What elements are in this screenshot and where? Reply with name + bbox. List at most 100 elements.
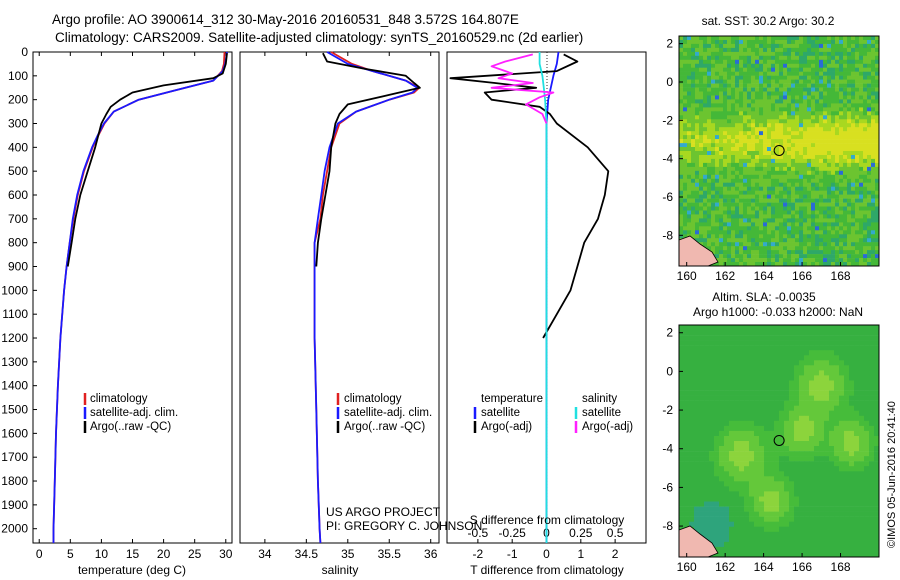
sst-cell: [715, 238, 720, 243]
sla-cell: [754, 476, 760, 482]
sst-cell: [735, 115, 740, 120]
sla-cell: [704, 466, 710, 472]
sst-cell: [687, 210, 692, 215]
sst-cell: [839, 103, 844, 108]
sla-cell: [784, 350, 790, 356]
sst-cell: [679, 178, 684, 184]
sla-cell: [809, 385, 815, 391]
sst-cell: [787, 186, 792, 191]
sla-cell: [729, 546, 735, 553]
sla-cell: [694, 516, 700, 523]
sla-cell: [729, 446, 735, 452]
sst-cell: [819, 119, 824, 124]
sst-cell: [795, 166, 800, 172]
sst-cell: [771, 170, 776, 176]
sst-cell: [747, 36, 752, 41]
sst-cell: [855, 230, 860, 235]
sla-cell: [719, 476, 725, 482]
sla-cell: [719, 466, 725, 472]
sla-cell: [819, 511, 825, 517]
sla-cell: [684, 511, 690, 517]
sla-cell: [744, 491, 750, 497]
sla-cell: [874, 355, 879, 361]
sst-cell: [823, 166, 828, 172]
sst-cell: [839, 91, 844, 96]
sla-cell: [744, 506, 750, 512]
sst-cell: [707, 190, 712, 195]
sla-cell: [689, 365, 695, 371]
sst-cell: [755, 214, 760, 219]
sst-cell: [747, 127, 752, 132]
sla-cell: [704, 486, 710, 492]
sst-cell: [811, 83, 816, 88]
sst-cell: [743, 202, 748, 207]
sla-cell: [729, 536, 735, 543]
sla-cell: [739, 335, 745, 341]
sst-cell: [715, 202, 720, 207]
sla-cell: [814, 541, 820, 548]
sst-cell: [727, 59, 732, 65]
sst-cell: [679, 127, 684, 132]
sst-cell: [843, 206, 848, 211]
sst-cell: [723, 190, 728, 195]
sst-cell: [811, 202, 816, 207]
sst-cell: [735, 123, 740, 128]
sst-cell: [803, 59, 808, 65]
sst-cell: [831, 234, 836, 239]
sla-cell: [754, 461, 760, 467]
sst-cell: [767, 143, 772, 148]
sst-cell: [811, 91, 816, 96]
sst-cell: [747, 75, 752, 80]
sla-cell: [854, 526, 860, 533]
sst-cell: [715, 83, 720, 88]
sst-cell: [847, 158, 852, 164]
sla-cell: [819, 415, 825, 422]
sst-cell: [863, 218, 868, 223]
sst-cell: [771, 218, 776, 223]
sst-cell: [727, 210, 732, 215]
sla-cell: [744, 496, 750, 502]
sst-cell: [799, 135, 804, 140]
sst-cell: [783, 71, 788, 76]
sst-cell: [727, 119, 732, 124]
sla-cell: [769, 486, 775, 492]
sst-cell: [847, 258, 852, 263]
sla-cell: [869, 511, 875, 517]
sst-cell: [847, 99, 852, 104]
sla-cell: [869, 531, 875, 538]
sst-cell: [695, 71, 700, 76]
sst-cell: [839, 63, 844, 69]
sla-cell: [789, 441, 795, 447]
sla-cell: [834, 486, 840, 492]
sla-cell: [809, 365, 815, 371]
sst-cell: [851, 115, 856, 120]
sla-cell: [844, 446, 850, 452]
sst-cell: [735, 135, 740, 140]
sla-cell: [864, 360, 870, 366]
sst-cell: [767, 99, 772, 104]
sla-cell: [714, 340, 720, 346]
sla-cell: [864, 486, 870, 492]
sst-cell: [791, 55, 796, 61]
sla-cell: [819, 325, 825, 331]
sst-cell: [855, 59, 860, 65]
sst-cell: [783, 174, 788, 180]
sst-cell: [855, 55, 860, 61]
sla-heatmap: [679, 325, 879, 557]
sla-cell: [694, 461, 700, 467]
sla-cell: [869, 415, 875, 422]
sst-cell: [843, 162, 848, 168]
sla-cell: [859, 466, 865, 472]
sla-cell: [684, 390, 690, 396]
sst-cell: [687, 166, 692, 172]
sst-cell: [855, 147, 860, 152]
sst-cell: [759, 166, 764, 172]
sla-cell: [769, 531, 775, 538]
sla-cell: [779, 350, 785, 356]
sst-cell: [851, 178, 856, 184]
sst-cell: [871, 258, 876, 263]
sst-cell: [823, 36, 828, 41]
map-y-tick-label: -2: [662, 113, 673, 127]
sla-cell: [729, 496, 735, 502]
sst-cell: [723, 226, 728, 231]
